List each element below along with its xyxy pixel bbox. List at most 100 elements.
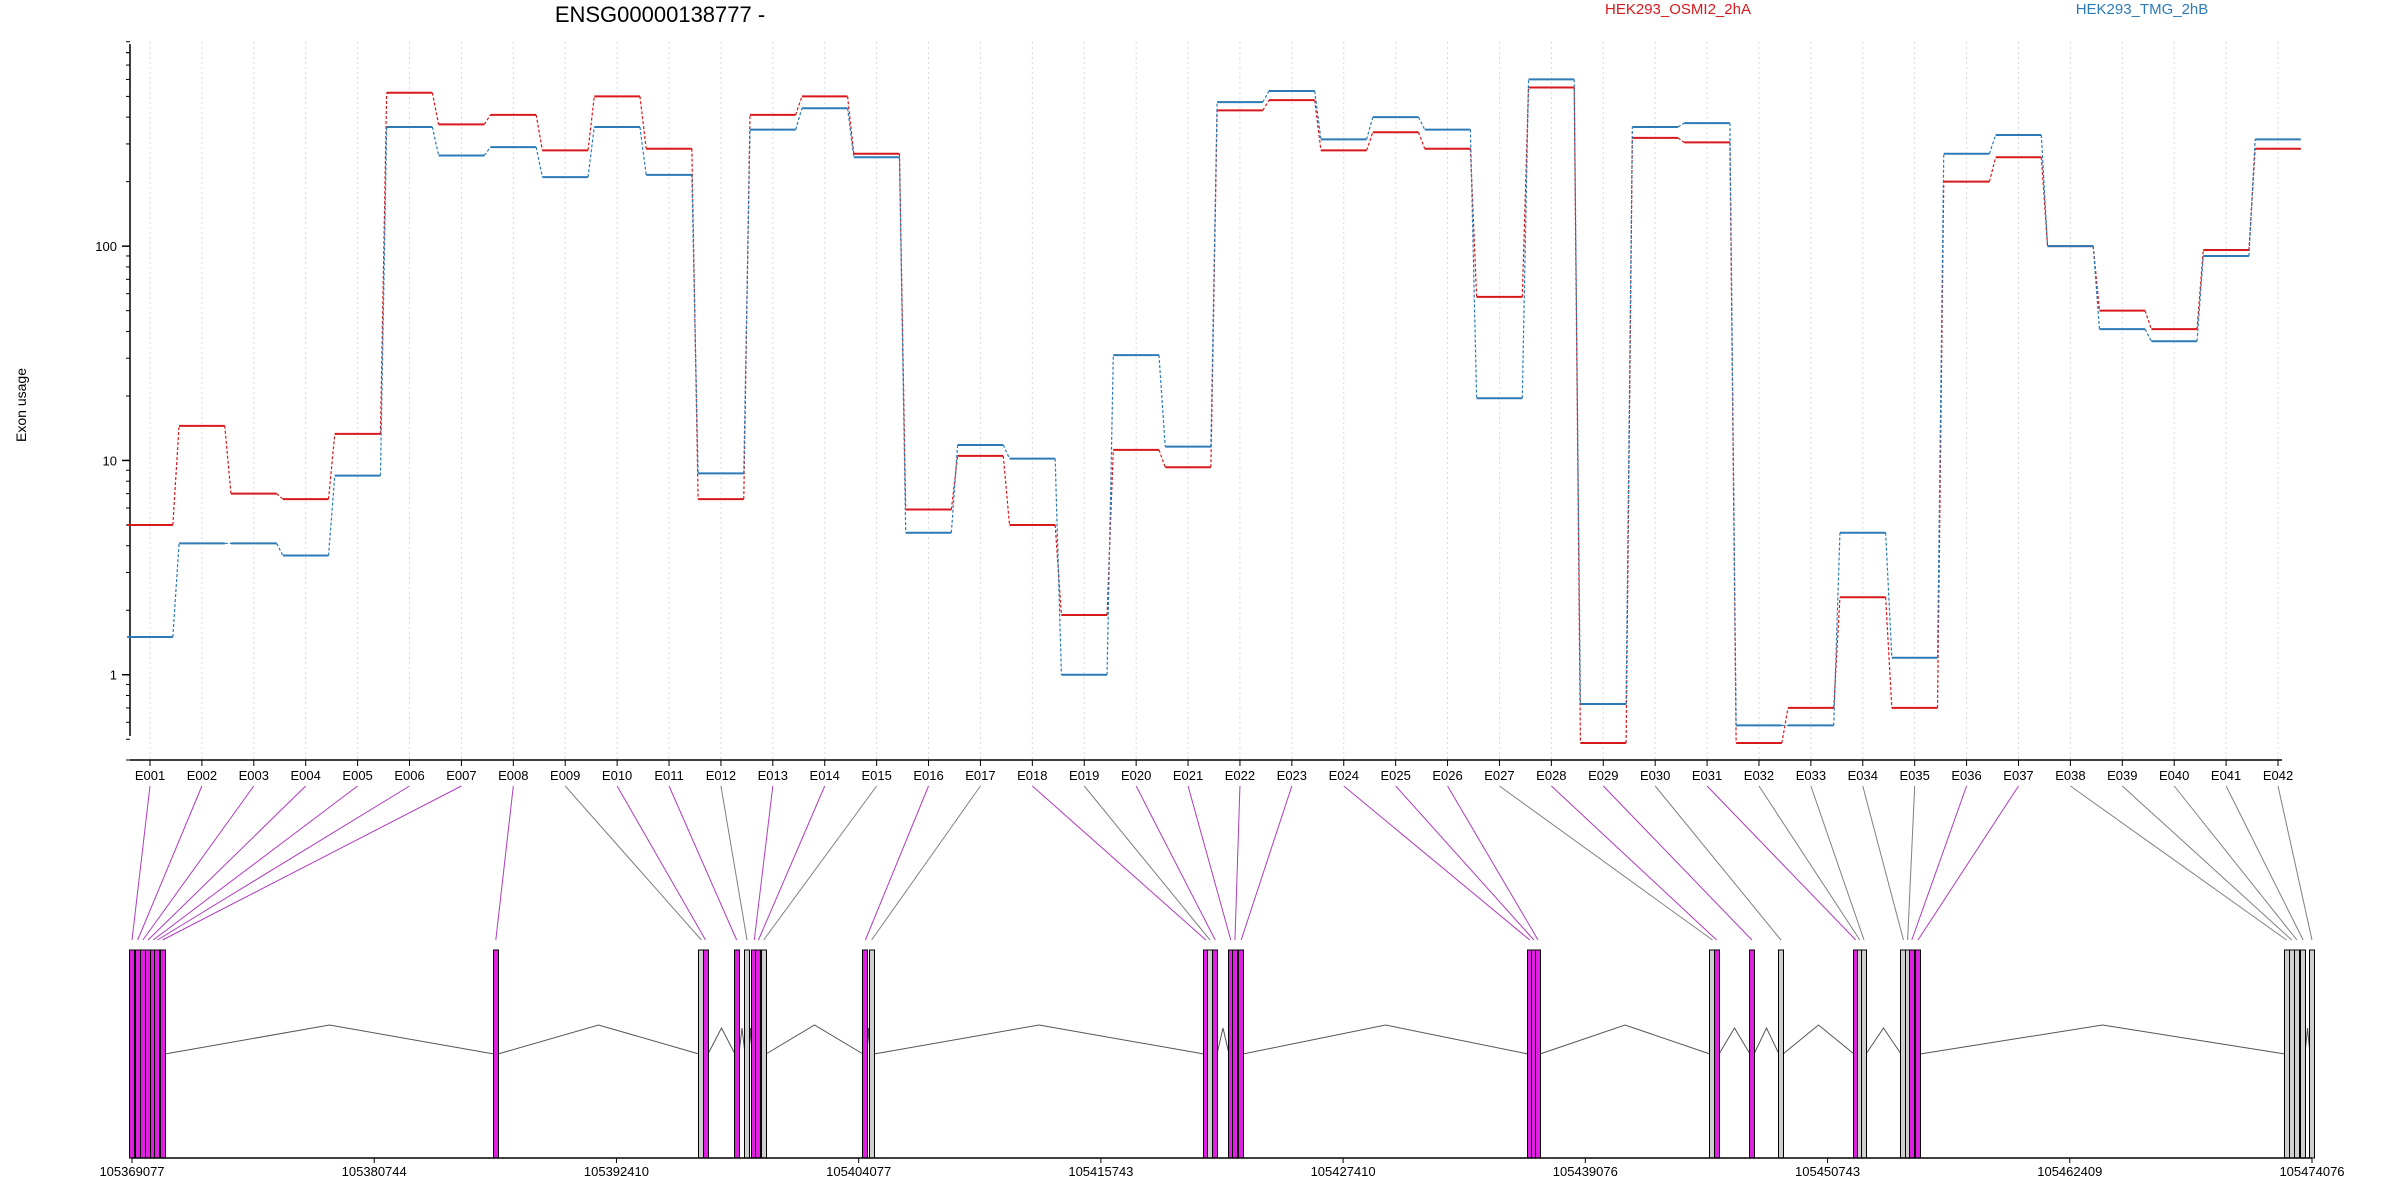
x-tick-label: E037 — [2003, 768, 2033, 783]
x-tick-label: E017 — [965, 768, 995, 783]
exon-block — [1535, 949, 1541, 1159]
exon-block — [1909, 949, 1915, 1159]
intron-line — [1782, 1024, 1855, 1055]
x-tick-label: E033 — [1796, 768, 1826, 783]
exon-block — [129, 949, 135, 1159]
exon-block — [145, 949, 151, 1159]
exon-connector — [2225, 785, 2304, 941]
x-tick-label: E015 — [861, 768, 891, 783]
series-2-connector — [1158, 355, 1166, 447]
series-2-connector — [1625, 126, 1633, 705]
x-tick-label: E021 — [1173, 768, 1203, 783]
series-2-connector — [2248, 139, 2256, 256]
series-2-connector — [1885, 532, 1893, 658]
x-tick-label: E024 — [1329, 768, 1359, 783]
series-2-connector — [172, 543, 180, 638]
series-2-connector — [1833, 532, 1841, 726]
exon-connector — [495, 785, 514, 941]
series-lines — [127, 78, 2301, 745]
intron-line — [497, 1024, 700, 1055]
series-2-connector — [898, 157, 907, 533]
exon-connector — [1447, 785, 1539, 941]
series-2-connector — [1936, 153, 1945, 658]
genomic-tick-label: 105415743 — [1068, 1164, 1133, 1179]
intron-line — [873, 1024, 1205, 1055]
x-tick-label: E004 — [291, 768, 321, 783]
y-tick-label: 10 — [103, 453, 117, 468]
exon-connector — [1602, 785, 1753, 941]
series-2-connector — [1106, 355, 1114, 675]
x-tick-label: E019 — [1069, 768, 1099, 783]
series-1-connector — [483, 114, 491, 125]
exon-connector — [1862, 785, 1904, 941]
exon-connector — [1499, 785, 1713, 941]
x-tick-label: E003 — [239, 768, 269, 783]
genomic-tick-label: 105392410 — [584, 1164, 649, 1179]
exon-connector — [1187, 785, 1232, 941]
exon-block — [140, 949, 146, 1159]
exon-connector — [2277, 785, 2313, 941]
exon-connector — [1907, 785, 1916, 941]
exon-block — [761, 949, 767, 1159]
series-1-connector — [535, 114, 543, 151]
exon-connector — [871, 785, 981, 941]
x-tick-label: E005 — [342, 768, 372, 783]
exon-connector — [152, 785, 358, 941]
exon-block — [1238, 949, 1244, 1159]
x-tick-label: E022 — [1225, 768, 1255, 783]
genomic-tick-label: 105474076 — [2279, 1164, 2344, 1179]
exon-connector — [1758, 785, 1861, 941]
series-1-connector — [1988, 157, 1997, 182]
x-tick-label: E026 — [1432, 768, 1462, 783]
exon-connector — [1032, 785, 1207, 941]
gene-model — [129, 949, 2315, 1159]
exon-block — [755, 949, 761, 1159]
x-tick-label: E034 — [1848, 768, 1878, 783]
x-tick-label: E007 — [446, 768, 476, 783]
x-tick-label: E028 — [1536, 768, 1566, 783]
intron-line — [1216, 1027, 1230, 1055]
x-tick-label: E040 — [2159, 768, 2189, 783]
x-tick-label: E041 — [2211, 768, 2241, 783]
exon-connector — [1135, 785, 1216, 941]
exon-block — [1212, 949, 1218, 1159]
exon-block — [703, 949, 709, 1159]
x-axis: E001 E002 E003 E004 E005 E006 E007 E008 E009 E010… — [130, 759, 2293, 783]
series-1-connector — [172, 425, 180, 525]
y-tick-label: 1 — [110, 668, 117, 683]
x-tick-label: E029 — [1588, 768, 1618, 783]
exon-block — [1915, 949, 1921, 1159]
exon-block — [160, 949, 166, 1159]
x-tick-label: E027 — [1484, 768, 1514, 783]
exon-block — [1900, 949, 1906, 1159]
exon-connector — [2121, 785, 2293, 941]
series-2-connector — [327, 475, 336, 556]
series-2-connector — [1677, 122, 1685, 128]
series-1-connector — [1002, 455, 1011, 526]
series-1-connector — [276, 493, 284, 500]
exon-connector — [142, 785, 255, 941]
exon-connector — [1083, 785, 1211, 941]
exon-block — [1778, 949, 1784, 1159]
exon-connector — [668, 785, 738, 941]
x-tick-label: E014 — [810, 768, 840, 783]
series-1-connector — [1314, 100, 1322, 151]
exon-connector — [1706, 785, 1857, 941]
series-1-connector — [2196, 249, 2204, 330]
series-2-connector — [1262, 90, 1270, 103]
exon-block — [1207, 949, 1213, 1159]
series-2-connector — [743, 129, 751, 474]
exon-connector — [1234, 785, 1241, 941]
series-2-connector — [1521, 79, 1530, 399]
series-1-connector — [1417, 132, 1426, 149]
series-1-connector — [1729, 142, 1737, 744]
exon-connector — [1654, 785, 1782, 941]
exon-block — [744, 949, 750, 1159]
exon-connector — [1911, 785, 1968, 941]
series-1-connector — [2092, 246, 2101, 311]
series-1-connector — [1262, 99, 1270, 111]
x-tick-label: E032 — [1744, 768, 1774, 783]
exon-block — [1709, 949, 1715, 1159]
x-tick-label: E016 — [913, 768, 943, 783]
series-1-connector — [379, 92, 388, 434]
